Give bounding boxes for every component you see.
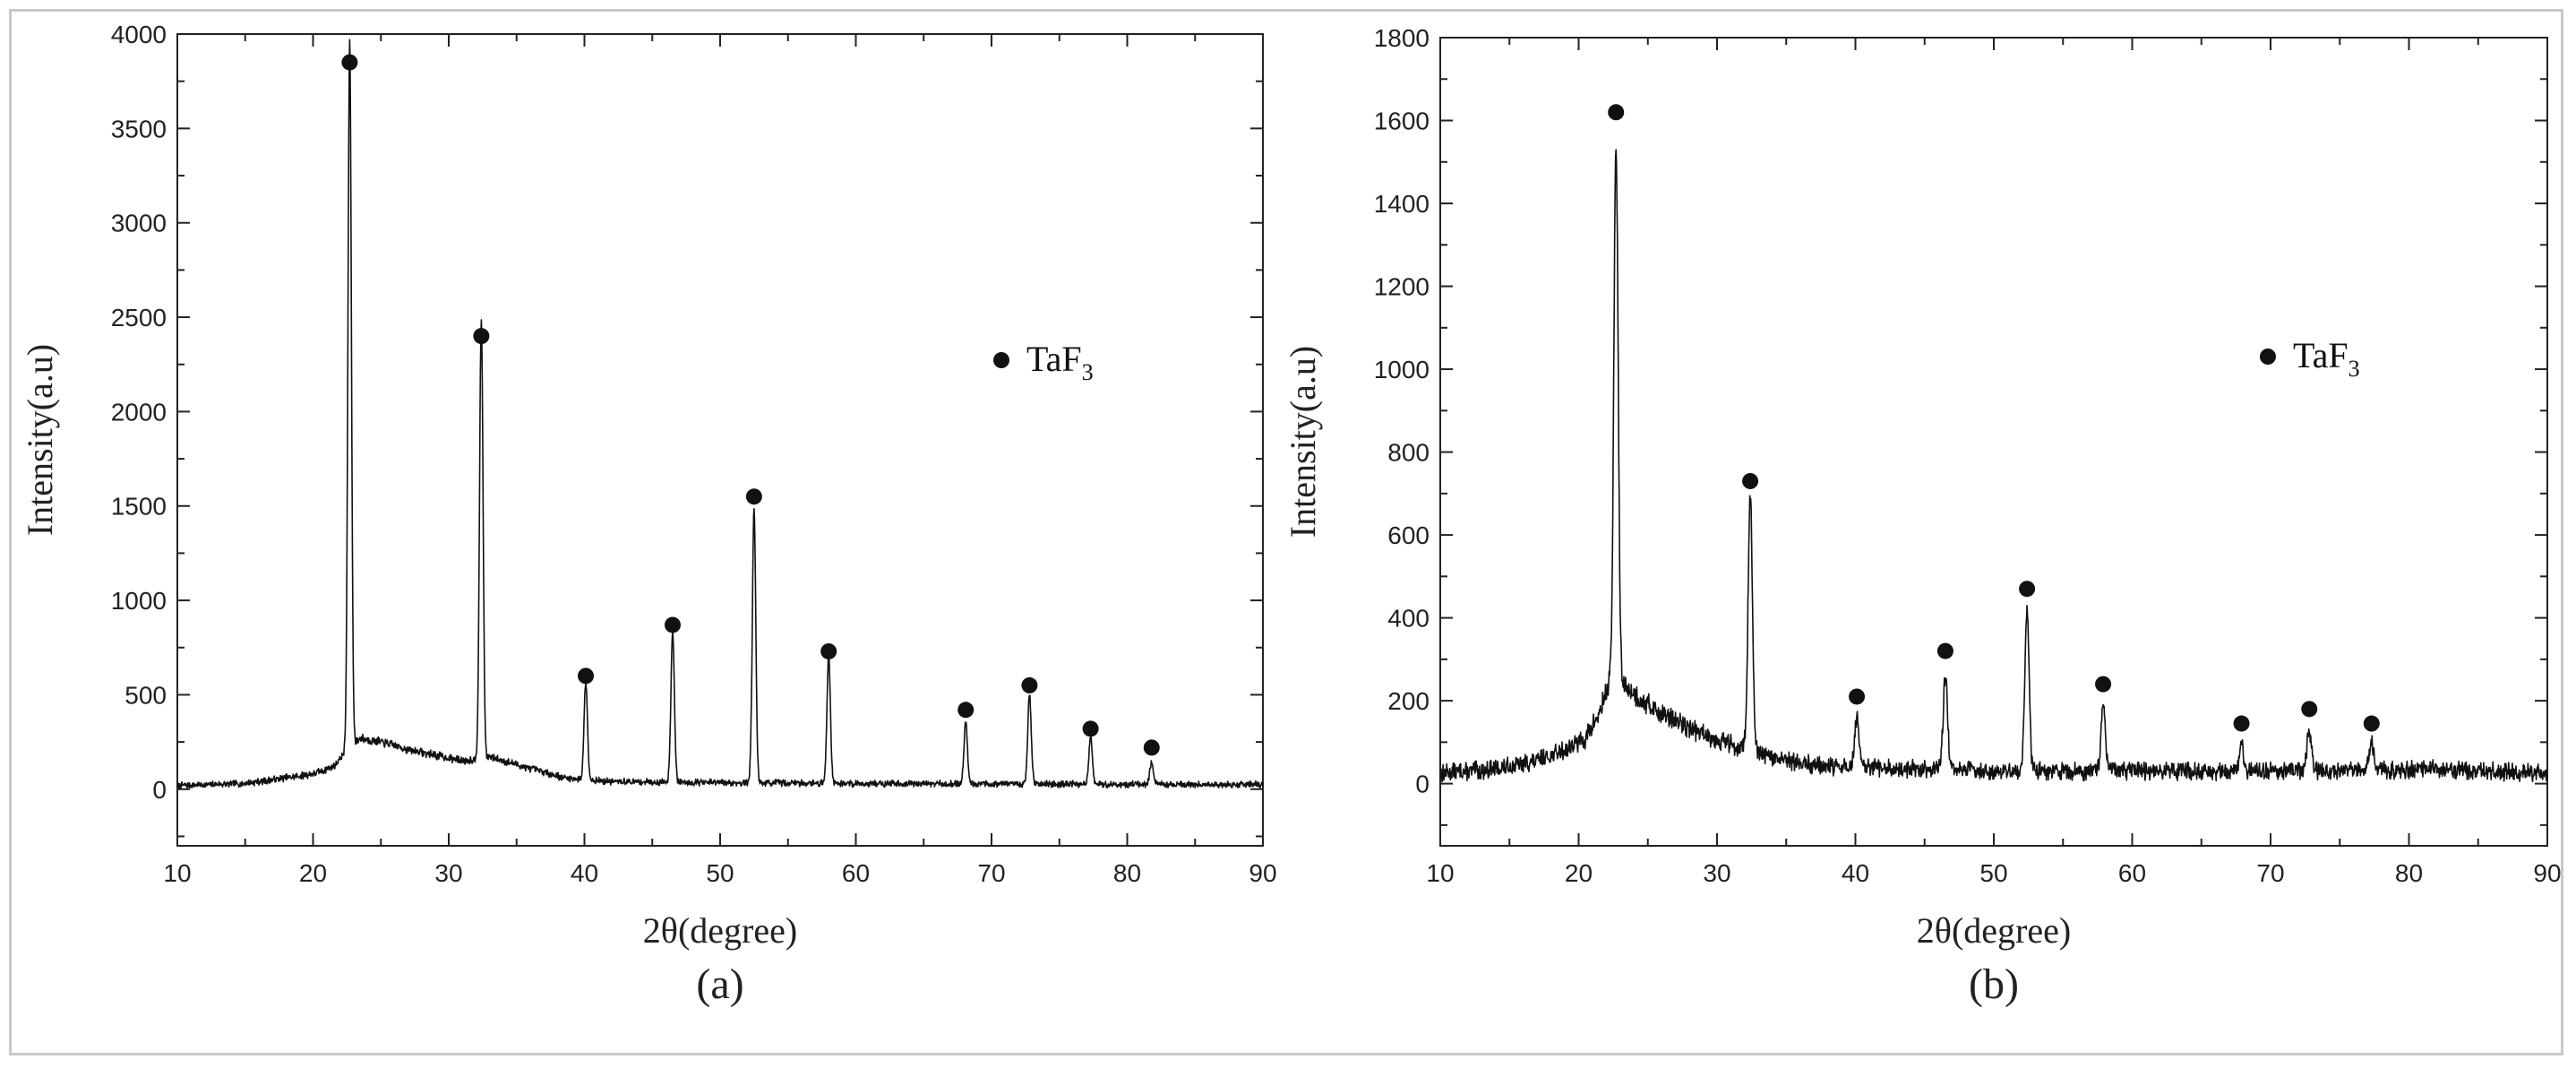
y-tick-label: 2500 [111, 304, 167, 332]
y-tick-label: 3000 [111, 210, 167, 237]
xrd-chart-a: 10 20 30 40 50 60 70 80 90 0 500 1000 1500 2000 2500 30… [20, 21, 1277, 1008]
x-tick-label: 30 [1703, 859, 1730, 887]
plot-area-b [1439, 37, 2548, 847]
y-tick-label: 0 [1415, 771, 1430, 798]
taf3-peak-marker [745, 488, 762, 505]
y-axis-label: Intensity(a.u) [1283, 346, 1323, 538]
taf3-peak-marker [957, 702, 975, 719]
y-tick-label: 1000 [111, 587, 167, 615]
x-tick-label: 30 [434, 859, 462, 887]
x-tick-label: 50 [706, 859, 734, 887]
panel-b: 10 20 30 40 50 60 70 80 90 0 200 400 600 800 1000 1200 1… [1281, 0, 2576, 1068]
y-tick-label: 200 [1387, 687, 1430, 715]
taf3-peak-marker [473, 328, 490, 345]
panel-label: (b) [1969, 960, 2019, 1008]
figure-frame [9, 9, 2563, 1055]
y-tick-label: 1600 [1374, 108, 1430, 135]
x-tick-label: 80 [2395, 859, 2423, 887]
taf3-peak-marker [820, 642, 837, 659]
x-tick-label: 10 [163, 859, 191, 887]
taf3-peak-marker [1082, 720, 1099, 737]
taf3-peak-marker [2363, 715, 2380, 732]
x-tick-label: 90 [1249, 859, 1276, 887]
legend-label: TaF3 [1026, 339, 1094, 385]
y-tick-label: 500 [125, 681, 167, 709]
taf3-peak-marker [1849, 688, 1866, 705]
taf3-peak-marker [2233, 715, 2250, 732]
x-tick-label: 40 [571, 859, 598, 887]
taf3-peak-marker [1936, 642, 1953, 659]
y-axis-label: Intensity(a.u) [20, 344, 60, 536]
y-tick-label: 0 [152, 776, 167, 804]
x-tick-label: 70 [977, 859, 1005, 887]
xrd-pattern-line-a [176, 39, 1264, 789]
legend-marker [2260, 349, 2276, 365]
taf3-peak-marker [2019, 581, 2036, 598]
x-tick-label: 20 [299, 859, 327, 887]
taf3-peak-marker [2095, 676, 2112, 693]
y-tick-label: 4000 [111, 21, 167, 48]
y-tick-label: 400 [1387, 605, 1430, 633]
x-tick-label: 90 [2533, 859, 2561, 887]
y-tick-label: 1000 [1374, 356, 1430, 383]
taf3-peak-marker [664, 616, 681, 633]
xrd-chart-b: 10 20 30 40 50 60 70 80 90 0 200 400 600 800 1000 1200 1… [1283, 24, 2562, 1008]
y-tick-label: 600 [1387, 521, 1430, 549]
x-tick-label: 80 [1113, 859, 1141, 887]
x-tick-label: 60 [842, 859, 870, 887]
taf3-peak-marker [1021, 676, 1038, 693]
taf3-peak-marker [2301, 701, 2318, 718]
y-tick-label: 1400 [1374, 190, 1430, 218]
panel-a: 10 20 30 40 50 60 70 80 90 0 500 1000 1500 2000 2500 30… [0, 0, 1281, 1068]
x-tick-label: 10 [1426, 859, 1454, 887]
y-tick-label: 2000 [111, 398, 167, 426]
xrd-pattern-line-b [1439, 149, 2548, 783]
legend-marker [993, 352, 1009, 368]
taf3-peak-marker [578, 668, 595, 685]
y-tick-label: 1800 [1374, 24, 1430, 52]
x-tick-label: 70 [2256, 859, 2284, 887]
x-tick-label: 60 [2118, 859, 2146, 887]
legend-label: TaF3 [2293, 335, 2360, 382]
plot-area-a [176, 33, 1264, 847]
taf3-peak-marker [1742, 472, 1759, 489]
legend-a: TaF3 [993, 339, 1094, 385]
taf3-peak-marker [1608, 104, 1625, 121]
legend-b: TaF3 [2260, 335, 2360, 382]
y-tick-label: 1200 [1374, 273, 1430, 301]
y-tick-label: 800 [1387, 439, 1430, 467]
x-axis-label: 2θ(degree) [643, 910, 797, 951]
panel-label: (a) [696, 960, 743, 1008]
x-tick-label: 40 [1842, 859, 1869, 887]
x-tick-label: 20 [1565, 859, 1593, 887]
taf3-peak-marker [1143, 739, 1160, 756]
x-tick-label: 50 [1979, 859, 2007, 887]
y-tick-label: 1500 [111, 493, 167, 521]
x-axis-label: 2θ(degree) [1917, 910, 2071, 951]
y-tick-label: 3500 [111, 115, 167, 142]
taf3-peak-marker [341, 54, 358, 71]
